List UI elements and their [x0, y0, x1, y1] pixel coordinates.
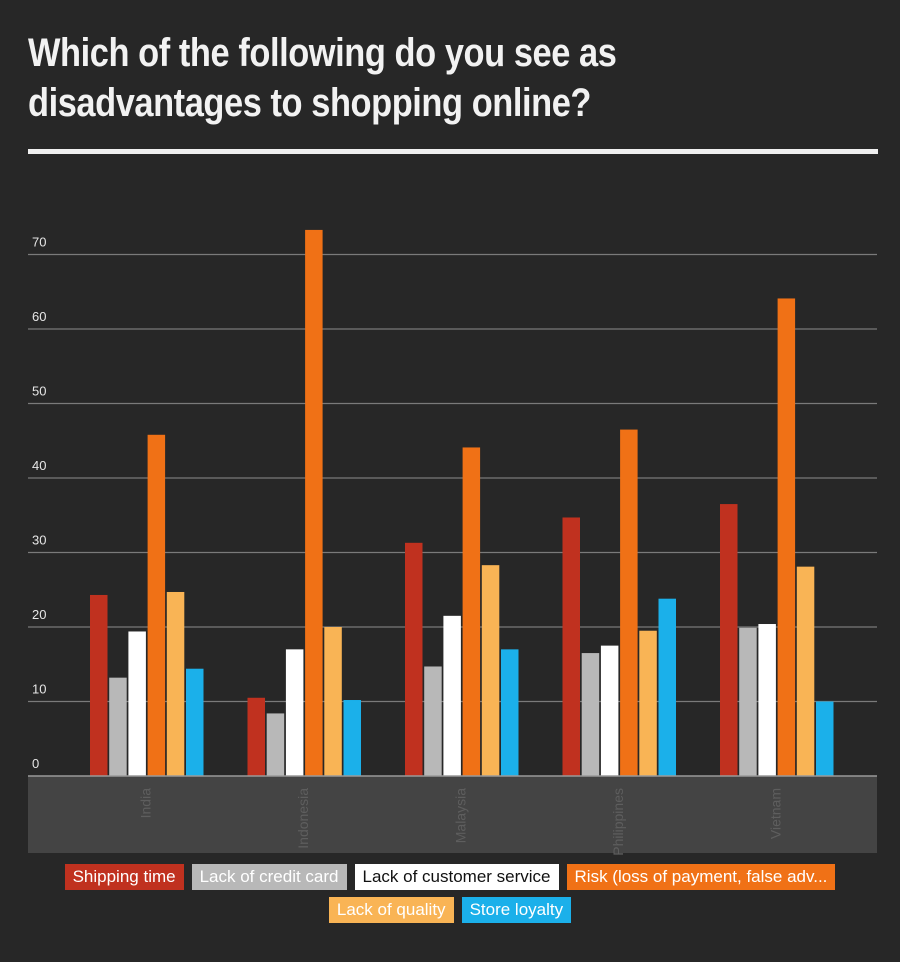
bar: [343, 700, 361, 776]
y-tick-label: 10: [32, 682, 46, 697]
bar: [405, 542, 423, 776]
x-tick-label: Indonesia: [295, 788, 311, 849]
bar: [462, 447, 481, 776]
bar: [620, 429, 638, 776]
bar: [186, 668, 204, 776]
legend-item[interactable]: Shipping time: [64, 864, 184, 890]
chart-title-line-1: Which of the following do you see as: [28, 31, 617, 75]
bar-chart: 0 10 20 30 40 50 60 70 India Indonesia Malaysia Phi…: [28, 229, 877, 856]
y-tick-label: 20: [32, 607, 46, 622]
y-tick-label: 40: [32, 458, 46, 473]
bar: [424, 666, 442, 776]
y-tick-label: 60: [32, 309, 46, 324]
bar: [796, 566, 815, 776]
legend-item[interactable]: Lack of customer service: [354, 864, 559, 890]
bar: [600, 645, 619, 776]
bar: [305, 229, 323, 777]
legend-item[interactable]: Lack of quality: [328, 897, 454, 923]
y-tick-label: 50: [32, 384, 46, 399]
bar: [581, 653, 600, 776]
x-tick-label: Vietnam: [767, 788, 783, 839]
x-axis-band: [28, 776, 877, 853]
bar: [324, 627, 342, 776]
bar: [758, 624, 776, 776]
legend-item[interactable]: Store loyalty: [461, 897, 572, 923]
bar: [285, 649, 304, 776]
title-underline: [28, 149, 878, 154]
bar: [562, 517, 580, 776]
x-tick-label: India: [137, 788, 153, 819]
bar: [266, 713, 285, 776]
x-tick-label: Malaysia: [452, 788, 468, 843]
bar: [90, 594, 108, 776]
legend-row: Lack of quality Store loyalty: [0, 897, 900, 923]
bar: [443, 615, 461, 776]
legend-item[interactable]: Risk (loss of payment, false adv...: [566, 864, 836, 890]
x-tick-label: Philippines: [610, 788, 626, 856]
bar: [739, 627, 757, 776]
y-tick-label: 0: [32, 756, 39, 771]
y-tick-label: 70: [32, 235, 46, 250]
chart-title-line-2: disadvantages to shopping online?: [28, 81, 592, 125]
bar: [501, 649, 519, 776]
legend-item[interactable]: Lack of credit card: [191, 864, 347, 890]
bar: [816, 701, 834, 776]
bar: [128, 631, 146, 776]
legend: Shipping time Lack of credit card Lack of …: [0, 864, 900, 930]
bar: [720, 504, 738, 776]
bar: [481, 565, 500, 776]
bar: [658, 598, 676, 776]
bar: [777, 298, 796, 776]
bar: [247, 697, 265, 776]
bar: [166, 591, 185, 776]
y-tick-label: 30: [32, 533, 46, 548]
bar: [109, 677, 127, 776]
bar: [147, 434, 166, 776]
legend-row: Shipping time Lack of credit card Lack of …: [0, 864, 900, 890]
bar: [639, 630, 657, 776]
chart-title: Which of the following do you see as dis…: [28, 28, 759, 128]
